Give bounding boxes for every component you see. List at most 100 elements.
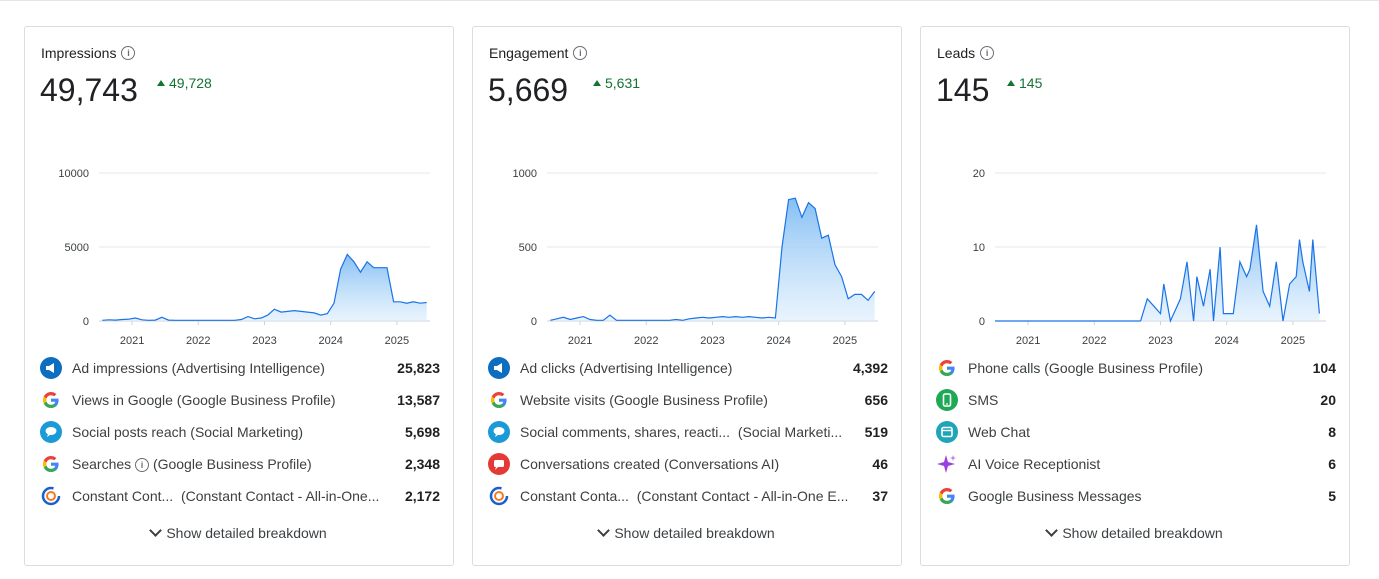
megaphone-icon: [488, 357, 510, 379]
list-item-value: 5: [1328, 488, 1336, 504]
sparkle-icon: [936, 453, 958, 475]
x-tick-label: 2024: [1214, 335, 1238, 347]
list-item: Website visits (Google Business Profile)…: [488, 384, 888, 416]
list-item: Conversations created (Conversations AI)…: [488, 448, 888, 480]
list-item-label: AI Voice Receptionist: [968, 456, 1101, 472]
x-tick-label: 2024: [318, 335, 342, 347]
x-tick-label: 2025: [385, 335, 409, 347]
list-item-label: Google Business Messages: [968, 488, 1142, 504]
list-item: Views in Google (Google Business Profile…: [40, 384, 440, 416]
y-tick-label: 0: [979, 316, 985, 328]
chevron-down-icon: [149, 524, 163, 537]
impressions-card: Impressions i 49,743 49,728 10000 5000 0 20…: [24, 26, 454, 566]
list-item: Searches i (Google Business Profile) 2,34…: [40, 448, 440, 480]
show-breakdown-label: Show detailed breakdown: [166, 525, 327, 541]
series-line: [1140, 224, 1320, 324]
info-icon[interactable]: i: [980, 46, 995, 60]
x-tick-label: 2022: [1082, 335, 1106, 347]
google-icon: [40, 389, 62, 411]
series-line: [102, 253, 427, 321]
list-item: Ad clicks (Advertising Intelligence) 4,39…: [488, 352, 888, 384]
list-item: Social posts reach (Social Marketing) 5,6…: [40, 416, 440, 448]
up-arrow-icon: [593, 80, 601, 86]
series-area: [550, 198, 875, 321]
list-item-value: 6: [1328, 456, 1336, 472]
card-title: Leads: [937, 45, 976, 61]
list-item: AI Voice Receptionist 6: [936, 448, 1336, 480]
list-item-value: 2,348: [404, 456, 440, 472]
x-tick-label: 2023: [700, 335, 724, 347]
show-breakdown-label: Show detailed breakdown: [1062, 525, 1223, 541]
engagement-card: Engagement i 5,669 5,631 1000 500 0 2021 202…: [472, 26, 902, 566]
card-title: Engagement: [489, 45, 569, 61]
show-breakdown-button[interactable]: Show detailed breakdown: [921, 524, 1349, 541]
list-item: Social comments, shares, reacti... (Soci…: [488, 416, 888, 448]
delta-value: 145: [1019, 75, 1043, 91]
y-tick-label: 10000: [58, 168, 89, 180]
list-item-value: 8: [1328, 424, 1336, 440]
series-area: [102, 254, 427, 321]
list-item-label: Ad impressions (Advertising Intelligence…: [72, 360, 325, 376]
list-item-label-suffix: (Constant Contact - All-in-One...: [180, 488, 380, 504]
list-item: SMS 20: [936, 384, 1336, 416]
social-marketing-icon: [40, 421, 62, 443]
leads-chart: 20 10 0 2021 2022 2023 2024 2025: [973, 168, 1326, 347]
info-icon[interactable]: i: [573, 46, 588, 60]
list-item-value: 4,392: [852, 360, 888, 376]
info-icon[interactable]: i: [135, 458, 150, 473]
source-list: Ad impressions (Advertising Intelligence…: [40, 352, 440, 512]
source-list: Phone calls (Google Business Profile) 104…: [936, 352, 1336, 512]
chevron-down-icon: [1045, 524, 1059, 537]
info-icon[interactable]: i: [121, 46, 136, 60]
list-item-label: Constant Conta... (Constant Contact - Al…: [520, 488, 872, 504]
list-item-value: 2,172: [404, 488, 440, 504]
list-item: Constant Conta... (Constant Contact - Al…: [488, 480, 888, 512]
google-icon: [488, 389, 510, 411]
list-item-label: Ad clicks (Advertising Intelligence): [520, 360, 733, 376]
card-title-row: Engagement i: [489, 45, 588, 61]
series-line: [550, 197, 876, 321]
list-item: Web Chat 8: [936, 416, 1336, 448]
list-item-label-text: Social comments, shares, reacti...: [520, 424, 731, 440]
leads-card: Leads i 145 145 20 10 0 2021 2022 2023 2024 202…: [920, 26, 1350, 566]
list-item-label: Social posts reach (Social Marketing): [72, 424, 304, 440]
list-item: Ad impressions (Advertising Intelligence…: [40, 352, 440, 384]
list-item-label: Conversations created (Conversations AI): [520, 456, 780, 472]
metric-value: 49,743: [40, 72, 138, 108]
google-icon: [40, 453, 62, 475]
metric-delta: 145: [1007, 75, 1042, 91]
list-item: Constant Cont... (Constant Contact - All…: [40, 480, 440, 512]
list-item-label: Social comments, shares, reacti... (Soci…: [520, 424, 865, 440]
x-tick-label: 2022: [186, 335, 210, 347]
y-tick-label: 20: [973, 168, 985, 180]
y-tick-label: 10: [973, 242, 985, 254]
y-tick-label: 500: [519, 242, 537, 254]
show-breakdown-button[interactable]: Show detailed breakdown: [473, 524, 901, 541]
impressions-chart: 10000 5000 0 2021 2022 2023 2024 2025: [58, 168, 430, 347]
x-tick-label: 2024: [766, 335, 790, 347]
y-tick-label: 0: [83, 316, 89, 328]
list-item-label: Constant Cont... (Constant Contact - All…: [72, 488, 405, 504]
x-tick-label: 2023: [1148, 335, 1172, 347]
constant-contact-icon: [488, 485, 510, 507]
google-icon: [936, 357, 958, 379]
y-tick-label: 5000: [65, 242, 89, 254]
x-tick-label: 2023: [252, 335, 276, 347]
x-tick-label: 2021: [568, 335, 592, 347]
list-item-label-suffix: (Google Business Profile): [152, 455, 312, 472]
list-item-value: 25,823: [397, 360, 440, 376]
list-item-label-text: Searches: [72, 455, 132, 472]
conversations-icon: [488, 453, 510, 475]
up-arrow-icon: [1007, 80, 1015, 86]
up-arrow-icon: [157, 80, 165, 86]
x-tick-label: 2021: [1016, 335, 1040, 347]
card-title: Impressions: [41, 45, 117, 61]
list-item-label: Phone calls (Google Business Profile): [968, 360, 1204, 376]
x-tick-label: 2022: [634, 335, 658, 347]
list-item: Phone calls (Google Business Profile) 104: [936, 352, 1336, 384]
list-item-value: 37: [872, 488, 888, 504]
delta-value: 5,631: [605, 75, 641, 91]
show-breakdown-button[interactable]: Show detailed breakdown: [25, 524, 453, 541]
series-area: [1140, 224, 1320, 321]
list-item-value: 519: [864, 424, 888, 440]
